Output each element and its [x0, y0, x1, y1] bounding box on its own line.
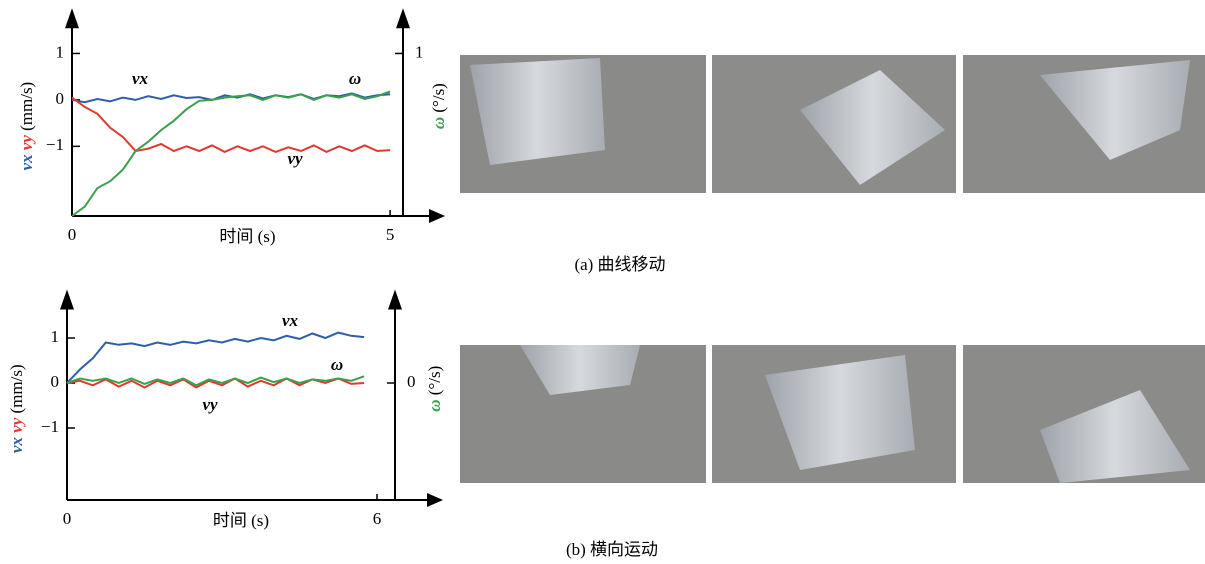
- y-tick-label: −1: [46, 135, 64, 154]
- axis-arrow: [429, 209, 445, 223]
- y-axis-label-series: vx: [7, 437, 26, 454]
- axis-arrow: [60, 290, 74, 310]
- series-label: vx: [132, 69, 149, 88]
- series-label: vy: [287, 149, 303, 168]
- y-tick-label: 0: [56, 89, 65, 108]
- photo-sheet: [470, 58, 605, 165]
- x-axis-label: 时间 (s): [219, 227, 275, 246]
- x-tick-label: 6: [373, 509, 382, 528]
- y-axis-label-unit: (mm/s): [7, 364, 26, 413]
- caption: (b) 横向运动: [566, 540, 658, 559]
- y2-tick-label: 1: [415, 42, 424, 61]
- axis-arrow: [427, 493, 443, 507]
- y-tick-label: 1: [51, 327, 60, 346]
- figure: (a) 曲线移动 (b) 横向运动 −1 0 1 1 0 5 时间 (s) vx vy (mm…: [0, 0, 1205, 564]
- y2-axis-label: ω (°/s): [429, 83, 448, 129]
- y2-axis-label-series: ω: [429, 117, 448, 129]
- series-label: ω: [349, 69, 361, 88]
- y-axis-label-series: vy: [7, 417, 26, 433]
- figure-canvas: (a) 曲线移动 (b) 横向运动 −1 0 1 1 0 5 时间 (s) vx vy (mm…: [0, 0, 1205, 564]
- series-line: [67, 333, 364, 383]
- series-label: vx: [282, 311, 299, 330]
- series-label: vy: [202, 395, 218, 414]
- photos-a: [460, 55, 1205, 193]
- axis-arrow: [396, 8, 410, 28]
- axis-arrow: [388, 290, 402, 310]
- y2-axis-label-series: ω: [425, 399, 444, 411]
- y-axis-label-series: vy: [17, 135, 36, 151]
- y2-axis-label: ω (°/s): [425, 366, 444, 412]
- y-tick-label: 0: [51, 372, 60, 391]
- caption: (a) 曲线移动: [574, 255, 665, 274]
- y-axis-label: vx vy (mm/s): [17, 82, 36, 171]
- x-axis-label: 时间 (s): [213, 511, 269, 530]
- y-axis-label: vx vy (mm/s): [7, 364, 26, 453]
- x-tick-label: 0: [68, 225, 77, 244]
- x-tick-label: 0: [63, 509, 72, 528]
- y-tick-label: 1: [56, 42, 65, 61]
- y-axis-label-unit: (mm/s): [17, 82, 36, 131]
- y2-axis-label-unit: (°/s): [429, 83, 448, 112]
- photos-b: [460, 345, 1205, 483]
- series-label: ω: [331, 355, 343, 374]
- x-tick-label: 5: [386, 225, 395, 244]
- y2-tick-label: 0: [407, 372, 416, 391]
- series-line: [72, 92, 390, 217]
- series-line: [72, 98, 390, 152]
- y-axis-label-series: vx: [17, 154, 36, 171]
- y-tick-label: −1: [41, 417, 59, 436]
- y2-axis-label-unit: (°/s): [425, 366, 444, 395]
- axis-arrow: [65, 8, 79, 28]
